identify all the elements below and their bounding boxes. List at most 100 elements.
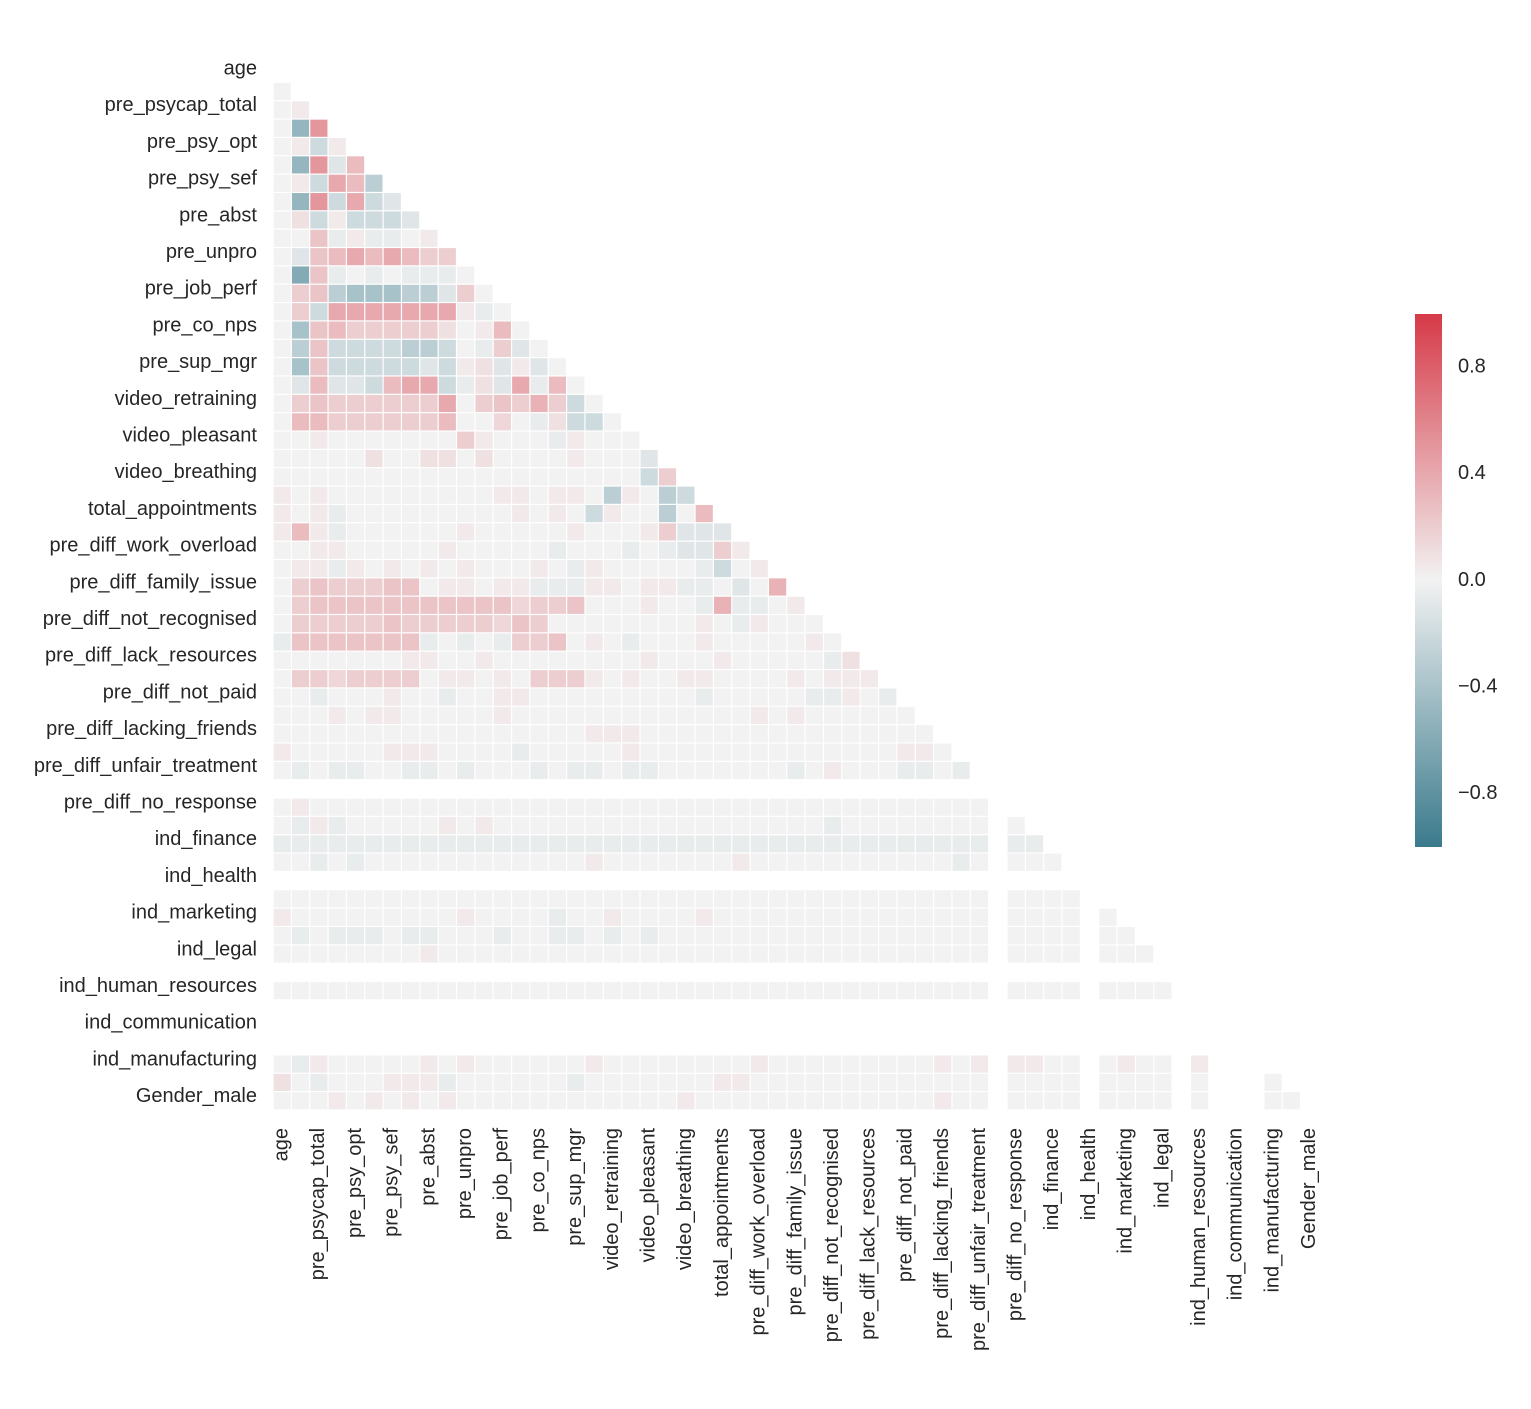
heatmap-cell (805, 761, 823, 780)
heatmap-cell (365, 339, 383, 357)
heatmap-cell (1117, 927, 1135, 945)
heatmap-cell (273, 193, 291, 211)
heatmap-cell (860, 853, 878, 871)
heatmap-cell (860, 835, 878, 853)
heatmap-cell (273, 174, 291, 192)
heatmap-cell (603, 890, 622, 908)
heatmap-cell (750, 688, 768, 706)
heatmap-cell (732, 688, 750, 706)
heatmap-cell (622, 853, 640, 871)
heatmap-cell (603, 615, 622, 633)
heatmap-cell (530, 670, 548, 688)
heatmap-cell (291, 945, 310, 963)
heatmap-cell (328, 1092, 346, 1110)
heatmap-cell (402, 1073, 420, 1091)
heatmap-cell (658, 1073, 677, 1091)
heatmap-cell (512, 560, 530, 578)
heatmap-cell (310, 229, 328, 247)
heatmap-cell (347, 927, 365, 945)
heatmap-cell (291, 193, 310, 211)
heatmap-cell (365, 816, 383, 835)
heatmap-cell (769, 853, 787, 871)
heatmap-cell (365, 229, 383, 247)
heatmap-cell (273, 1073, 291, 1091)
heatmap-cell (530, 413, 548, 431)
heatmap-cell (273, 523, 291, 541)
heatmap-cell (438, 982, 456, 1000)
heatmap-cell (402, 633, 420, 651)
heatmap-cell (512, 505, 530, 523)
heatmap-cell (915, 982, 933, 1000)
heatmap-cell (805, 945, 823, 963)
heatmap-cell (677, 982, 695, 1000)
heatmap-cell (438, 560, 456, 578)
y-tick-label: pre_diff_family_issue (69, 571, 257, 593)
heatmap-cell (824, 761, 842, 780)
heatmap-cell (493, 321, 511, 339)
heatmap-cell (438, 578, 456, 596)
heatmap-cell (383, 835, 401, 853)
heatmap-cell (567, 413, 585, 431)
heatmap-cell (879, 835, 897, 853)
heatmap-cell (402, 761, 420, 780)
heatmap-cell (805, 1092, 823, 1110)
heatmap-cell (347, 706, 365, 724)
heatmap-cell (603, 835, 622, 853)
heatmap-cell (457, 284, 475, 302)
heatmap-cell (585, 560, 603, 578)
heatmap-cell (493, 798, 511, 816)
heatmap-cell (273, 339, 291, 357)
heatmap-cell (402, 468, 420, 486)
heatmap-cell (347, 505, 365, 523)
heatmap-cell (622, 1092, 640, 1110)
heatmap-cell (420, 743, 438, 761)
heatmap-cell (787, 798, 805, 816)
heatmap-cell (383, 541, 401, 559)
heatmap-cell (383, 339, 401, 357)
y-tick-label: pre_unpro (166, 241, 257, 263)
heatmap-cell (732, 927, 750, 945)
heatmap-cell (805, 853, 823, 871)
heatmap-cell (658, 743, 677, 761)
heatmap-cell (714, 1092, 732, 1110)
heatmap-cell (383, 688, 401, 706)
heatmap-cell (787, 670, 805, 688)
heatmap-cell (530, 560, 548, 578)
heatmap-cell (640, 908, 658, 926)
heatmap-cell (677, 761, 695, 780)
heatmap-cell (310, 505, 328, 523)
heatmap-cell (347, 945, 365, 963)
heatmap-cell (291, 156, 310, 174)
heatmap-cell (512, 596, 530, 614)
heatmap-cell (879, 908, 897, 926)
heatmap-cell (658, 761, 677, 780)
y-tick-label: video_retraining (115, 388, 257, 410)
heatmap-cell (732, 706, 750, 724)
heatmap-cell (273, 927, 291, 945)
heatmap-cell (805, 651, 823, 669)
heatmap-cell (402, 376, 420, 394)
heatmap-cell (1117, 1092, 1135, 1110)
heatmap-cell (842, 908, 860, 926)
x-tick-label: ind_finance (1041, 1128, 1063, 1230)
heatmap-cell (824, 633, 842, 651)
heatmap-cell (328, 706, 346, 724)
heatmap-cell (603, 633, 622, 651)
heatmap-cell (548, 725, 566, 743)
heatmap-cell (273, 541, 291, 559)
heatmap-cell (438, 358, 456, 376)
heatmap-cell (695, 927, 713, 945)
heatmap-cell (714, 706, 732, 724)
heatmap-cell (420, 266, 438, 284)
heatmap-cell (420, 1055, 438, 1073)
heatmap-cell (347, 156, 365, 174)
heatmap-cell (347, 266, 365, 284)
heatmap-cell (622, 541, 640, 559)
heatmap-cell (787, 1092, 805, 1110)
heatmap-cell (915, 816, 933, 835)
heatmap-cell (530, 1073, 548, 1091)
heatmap-cell (365, 725, 383, 743)
heatmap-cell (548, 596, 566, 614)
heatmap-cell (879, 1092, 897, 1110)
